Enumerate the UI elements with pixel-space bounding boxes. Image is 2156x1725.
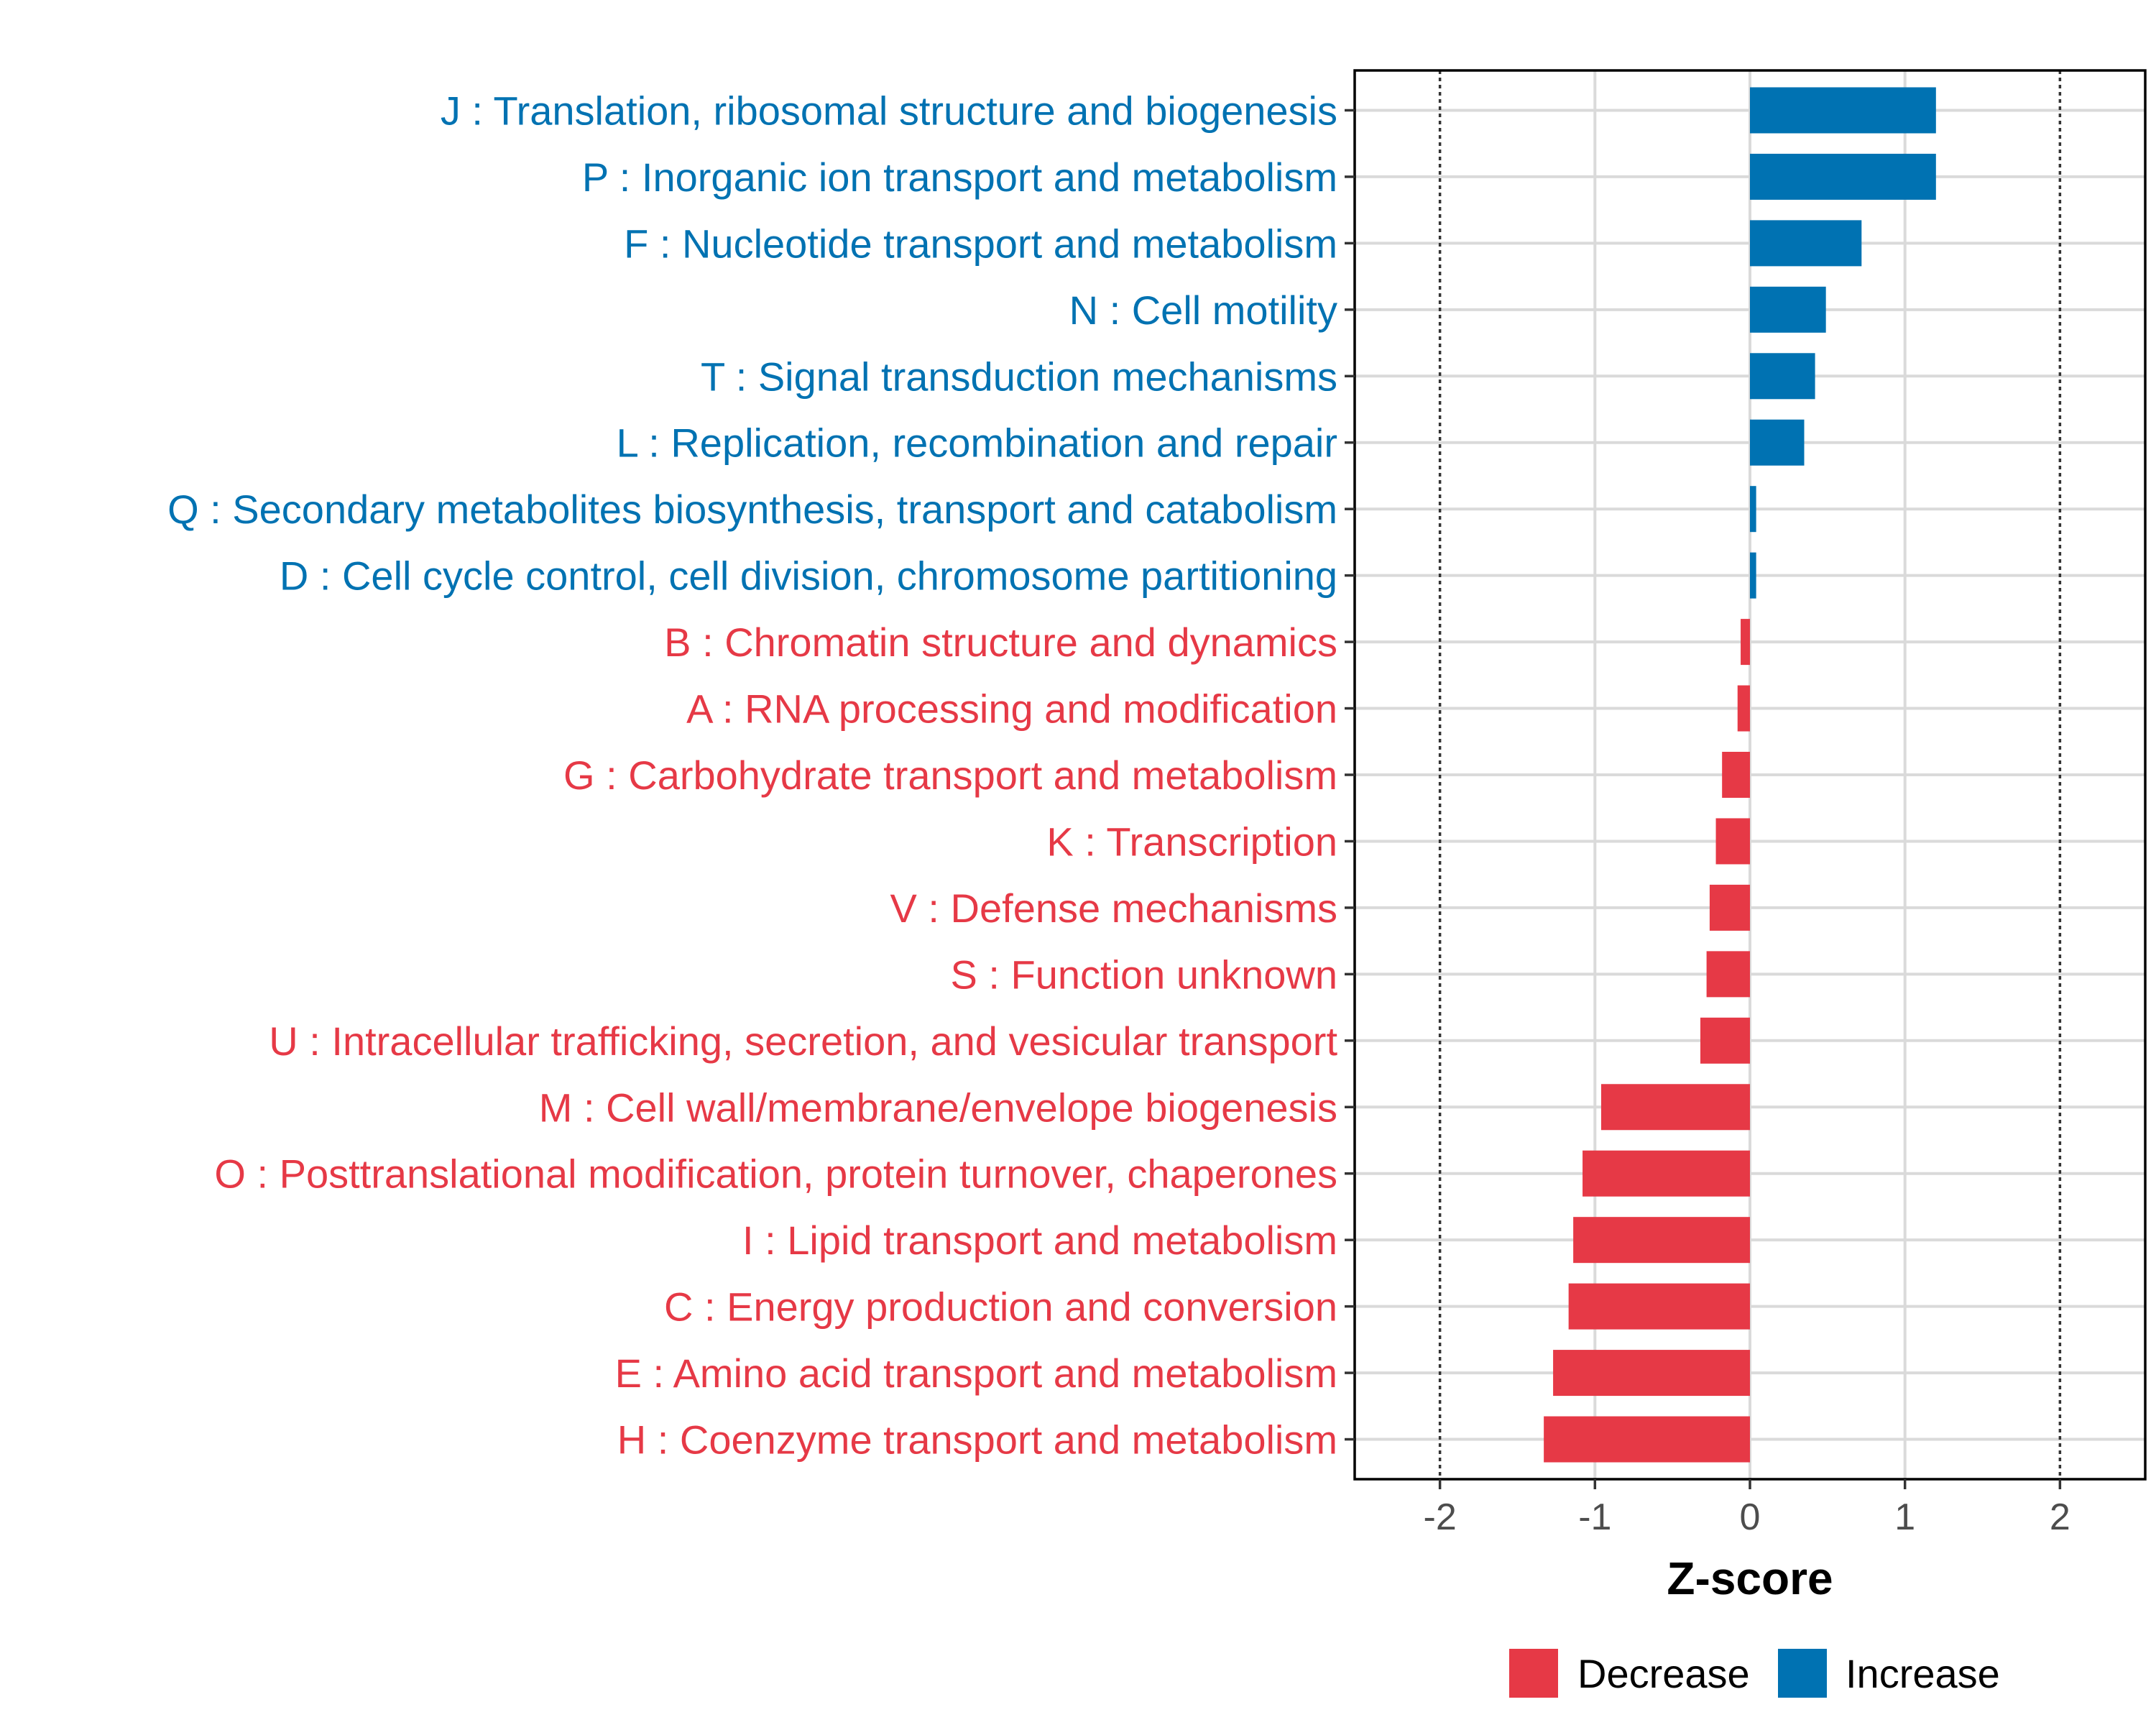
category-label: O : Posttranslational modification, prot… <box>214 1151 1337 1197</box>
legend-label: Increase <box>1846 1651 2000 1696</box>
x-axis: -2 -1 0 1 2 <box>1424 1479 2070 1538</box>
legend-item-decrease: Decrease <box>1509 1649 1750 1698</box>
category-label: F : Nucleotide transport and metabolism <box>624 221 1337 266</box>
category-label: K : Transcription <box>1046 819 1337 864</box>
bar <box>1553 1350 1750 1397</box>
bar <box>1715 818 1750 865</box>
legend-swatch <box>1778 1649 1827 1698</box>
category-label: E : Amino acid transport and metabolism <box>615 1351 1337 1396</box>
bar <box>1706 951 1750 998</box>
bar <box>1741 619 1750 666</box>
bar <box>1750 353 1815 400</box>
category-label: I : Lipid transport and metabolism <box>742 1218 1337 1263</box>
category-label: G : Carbohydrate transport and metabolis… <box>563 753 1337 798</box>
category-label: H : Coenzyme transport and metabolism <box>617 1417 1337 1463</box>
legend-label: Decrease <box>1577 1651 1750 1696</box>
category-label: L : Replication, recombination and repai… <box>617 420 1337 466</box>
bar <box>1750 87 1936 134</box>
category-label: T : Signal transduction mechanisms <box>701 354 1337 399</box>
legend: Decrease Increase <box>1509 1649 2000 1698</box>
bar <box>1709 884 1750 931</box>
bar <box>1700 1017 1750 1064</box>
reference-lines <box>1438 70 2062 1479</box>
legend-swatch <box>1509 1649 1558 1698</box>
bar <box>1573 1217 1750 1264</box>
bar <box>1544 1416 1750 1463</box>
bar <box>1583 1150 1750 1197</box>
category-label: U : Intracellular trafficking, secretion… <box>269 1018 1337 1064</box>
category-label: C : Energy production and conversion <box>664 1284 1337 1330</box>
category-label: J : Translation, ribosomal structure and… <box>441 88 1337 133</box>
category-label: D : Cell cycle control, cell division, c… <box>280 553 1337 599</box>
bar <box>1737 685 1750 732</box>
bar <box>1568 1283 1750 1330</box>
category-label: A : RNA processing and modification <box>686 686 1337 732</box>
bar <box>1750 486 1756 533</box>
category-label: V : Defense mechanisms <box>890 886 1337 931</box>
x-tick-label: 2 <box>2050 1496 2070 1538</box>
bar <box>1750 552 1756 599</box>
bar <box>1750 419 1805 466</box>
category-label: N : Cell motility <box>1069 288 1337 333</box>
category-label: Q : Secondary metabolites biosynthesis, … <box>167 487 1337 532</box>
bar <box>1722 752 1750 798</box>
bar <box>1600 1084 1750 1131</box>
bar <box>1750 153 1936 200</box>
bars <box>1544 87 1936 1463</box>
category-label: S : Function unknown <box>950 952 1337 997</box>
x-tick-label: -2 <box>1424 1496 1457 1538</box>
x-tick-label: -1 <box>1578 1496 1611 1538</box>
x-axis-title: Z-score <box>1667 1552 1833 1604</box>
bar <box>1750 286 1826 333</box>
category-label: B : Chromatin structure and dynamics <box>664 620 1337 665</box>
x-tick-label: 0 <box>1740 1496 1761 1538</box>
legend-item-increase: Increase <box>1778 1649 2000 1698</box>
bar <box>1750 220 1862 267</box>
category-label: P : Inorganic ion transport and metaboli… <box>582 155 1337 200</box>
x-tick-label: 1 <box>1894 1496 1915 1538</box>
category-label: M : Cell wall/membrane/envelope biogenes… <box>539 1085 1337 1130</box>
y-axis: J : Translation, ribosomal structure and… <box>167 88 1355 1463</box>
